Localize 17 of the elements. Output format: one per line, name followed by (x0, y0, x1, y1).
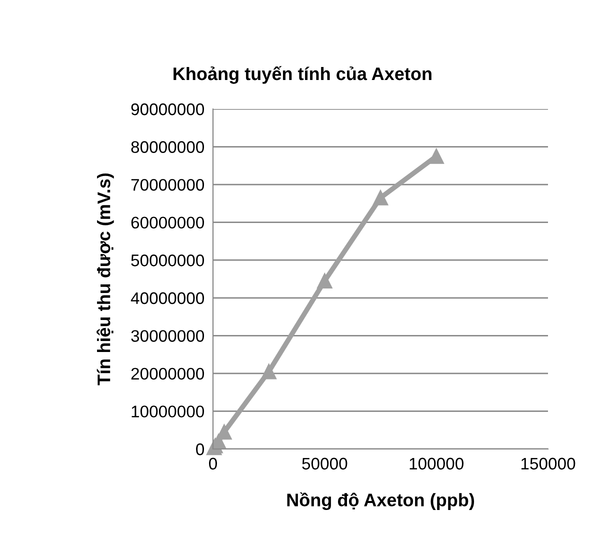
y-tick-label: 50000000 (131, 254, 204, 266)
x-tick-label: 150000 (521, 458, 576, 470)
chart-title: Khoảng tuyến tính của Axeton (174, 66, 432, 84)
y-tick-label: 90000000 (131, 103, 204, 116)
y-axis-title: Tín hiệu thu được (mV.s) (96, 173, 114, 386)
y-tick-label: 40000000 (130, 292, 204, 304)
y-tick-label: 80000000 (131, 141, 204, 153)
y-tick-label: 10000000 (132, 406, 204, 418)
y-tick-label: 60000000 (131, 216, 204, 229)
x-tick-label: 50000 (302, 458, 348, 470)
y-tick-label: 30000000 (131, 330, 204, 342)
x-tick-label: 100000 (410, 458, 464, 470)
x-tick-label: 0 (209, 458, 217, 470)
y-tick-label: 0 (196, 443, 204, 456)
y-tick-label: 70000000 (131, 178, 204, 191)
y-tick-label: 20000000 (131, 368, 204, 380)
x-axis-title: Nồng độ Axeton (ppb) (287, 492, 474, 510)
